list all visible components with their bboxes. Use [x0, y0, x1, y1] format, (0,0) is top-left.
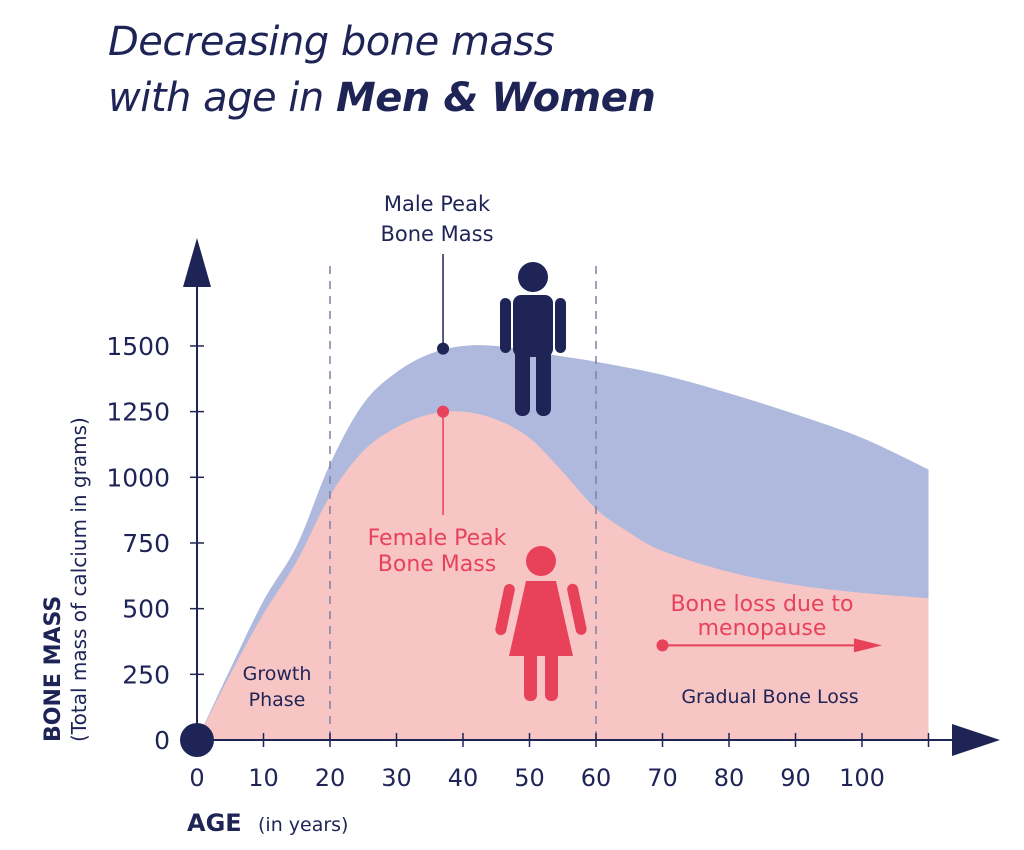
y-tick-label-250: 250 [122, 660, 170, 689]
growth-phase-label-2: Phase [249, 689, 306, 711]
x-tick-label-80: 80 [714, 764, 745, 792]
x-tick-label-60: 60 [581, 764, 612, 792]
ticks: 0 10 20 30 40 50 60 70 80 90 100025050075010001250… [106, 332, 930, 792]
female-peak-marker [437, 405, 450, 418]
y-tick-label-1250: 1250 [106, 398, 170, 427]
male-left-leg [515, 345, 530, 416]
male-right-arm [555, 298, 566, 353]
male-left-arm [500, 298, 511, 353]
female-head [526, 546, 556, 576]
male-figure-icon [500, 262, 566, 416]
female-left-leg [524, 650, 537, 701]
x-tick-label-90: 90 [780, 764, 811, 792]
annotations [437, 254, 882, 653]
origin-dot [180, 723, 214, 757]
area-women [197, 411, 929, 740]
title-line-2: with age in Men & Women [108, 70, 656, 126]
female-figure-icon [495, 546, 587, 701]
axes [180, 238, 1000, 757]
male-head [518, 262, 548, 292]
menopause-label-1: Bone loss due to [670, 592, 853, 617]
reference-lines [329, 266, 597, 740]
x-tick-label-30: 30 [381, 764, 412, 792]
menopause-label-2: menopause [698, 616, 827, 641]
x-tick-label-70: 70 [647, 764, 678, 792]
title-line-2-bold: Men & Women [335, 75, 656, 121]
y-axis-label: BONE MASS [41, 596, 66, 742]
menopause-arrowhead [853, 638, 882, 653]
female-dress [509, 581, 573, 656]
female-right-leg [545, 650, 558, 701]
female-left-arm [495, 583, 515, 636]
female-right-arm [567, 583, 587, 635]
y-tick-label-0: 0 [154, 726, 170, 755]
male-right-leg [536, 345, 551, 416]
x-tick-label-40: 40 [448, 764, 479, 792]
x-axis-label: AGE [187, 809, 242, 837]
y-axis-arrowhead [183, 238, 211, 287]
male-torso [513, 295, 553, 357]
x-axis-arrowhead [952, 724, 1000, 756]
y-tick-label-1500: 1500 [106, 332, 170, 361]
x-axis-unit: (in years) [258, 814, 348, 836]
gradual-loss-label: Gradual Bone Loss [681, 686, 858, 708]
male-peak-label-2: Bone Mass [380, 222, 493, 246]
y-axis-unit: (Total mass of calcium in grams) [67, 417, 91, 742]
female-peak-label-1: Female Peak [368, 526, 507, 551]
y-tick-label-500: 500 [122, 595, 170, 624]
x-tick-label-100: 100 [839, 764, 885, 792]
female-peak-label-2: Bone Mass [378, 552, 496, 577]
x-tick-label-20: 20 [315, 764, 346, 792]
male-peak-label-1: Male Peak [384, 192, 491, 216]
x-tick-label-10: 10 [248, 764, 279, 792]
area-layer [197, 345, 929, 740]
figures [495, 262, 587, 701]
male-peak-marker [437, 342, 450, 355]
y-tick-label-1000: 1000 [106, 463, 170, 492]
x-tick-label-0: 0 [189, 764, 204, 792]
growth-phase-label-1: Growth [243, 663, 312, 685]
x-tick-label-50: 50 [514, 764, 545, 792]
chart-title: Decreasing bone mass with age in Men & W… [108, 14, 656, 126]
title-line-2-prefix: with age in [108, 75, 336, 121]
title-line-1: Decreasing bone mass [108, 19, 555, 65]
y-tick-label-750: 750 [122, 529, 170, 558]
